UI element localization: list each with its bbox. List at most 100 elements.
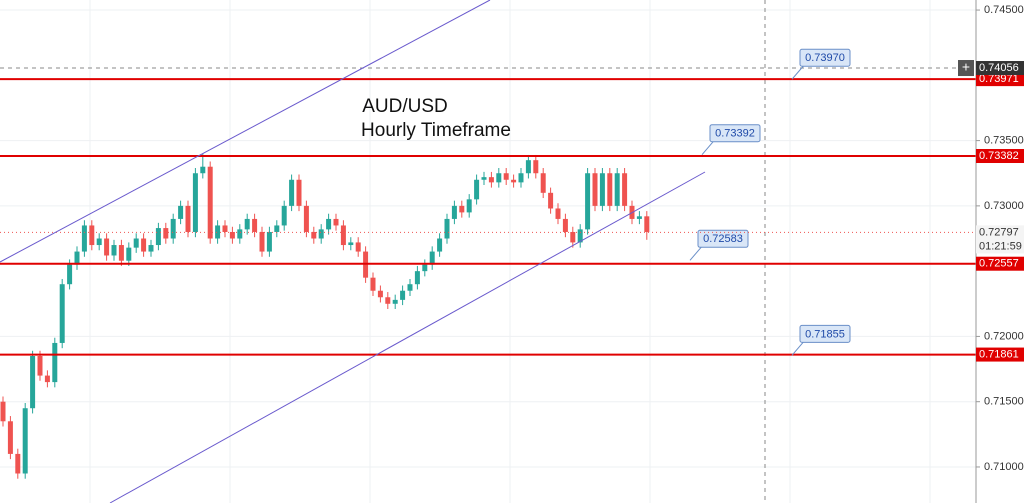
candle-body: [133, 238, 139, 248]
crosshair-plus: +: [962, 59, 970, 75]
y-tick-label: 0.71500: [984, 396, 1024, 408]
candle-body: [562, 218, 568, 232]
candle-body: [237, 229, 243, 239]
candle-body: [340, 225, 346, 246]
candle-body: [400, 290, 406, 300]
level-label-box: [976, 149, 1024, 164]
crosshair-button: [958, 60, 974, 77]
level-label: 0.73382: [979, 150, 1019, 162]
callout-label: 0.72583: [703, 233, 743, 245]
candle-body: [96, 238, 102, 246]
candle-body: [74, 251, 80, 265]
candle-body: [377, 290, 383, 298]
candle-body: [15, 453, 21, 474]
candle-body: [333, 218, 339, 226]
candle-body: [481, 177, 487, 180]
candle-body: [385, 297, 391, 304]
candle-body: [599, 173, 605, 206]
candle-body: [326, 218, 332, 230]
candle-body: [540, 173, 546, 193]
candle-body: [370, 277, 376, 291]
callout-box: [799, 324, 851, 343]
callout-pointer: [689, 245, 703, 261]
y-tick-label: 0.71000: [984, 461, 1024, 473]
candle-body: [81, 225, 87, 252]
candle-body: [222, 225, 228, 232]
callout-label: 0.71855: [805, 328, 845, 340]
level-label-box: [976, 256, 1024, 271]
candle-body: [207, 166, 213, 239]
candle-body: [59, 284, 65, 343]
candle-body: [496, 173, 502, 183]
axis-labels: 0.74500 0.73500 0.73000 0.72000 0.71500 0.710…: [958, 4, 1024, 473]
candle-body: [192, 173, 198, 232]
level-label: 0.72557: [979, 258, 1019, 270]
callout-label: 0.73392: [715, 128, 755, 140]
candle-body: [355, 242, 361, 252]
last-price-box: [976, 225, 1024, 254]
callout-box: [697, 229, 749, 248]
candle-body: [52, 342, 58, 383]
candle-body: [37, 356, 43, 376]
crosshair-label: 0.74056: [979, 62, 1019, 74]
candle-body: [200, 166, 206, 174]
candle-body: [229, 231, 235, 239]
candle-body: [215, 225, 221, 239]
candle-body: [451, 205, 457, 219]
candle-body: [244, 218, 250, 230]
candle-body: [533, 160, 539, 174]
candle-body: [111, 245, 117, 256]
candle-body: [622, 173, 628, 206]
channel-upper: [0, 0, 491, 263]
candle-body: [185, 205, 191, 232]
candle-body: [118, 245, 124, 261]
callout-pointer: [701, 140, 715, 156]
candle-body: [488, 177, 494, 183]
crosshair-label-box: [976, 61, 1024, 76]
candle-body: [644, 216, 650, 232]
last-price-label: 0.72797: [979, 226, 1019, 238]
candle-body: [585, 173, 591, 230]
candle-body: [518, 173, 524, 183]
candle-body: [311, 231, 317, 239]
candle-body: [104, 238, 110, 256]
level-label-box: [976, 347, 1024, 362]
candle-body: [170, 218, 176, 239]
candle-body: [466, 199, 472, 213]
level-label-box: [976, 72, 1024, 87]
grid: [0, 0, 976, 503]
candle-body: [89, 225, 95, 246]
candle-body: [274, 225, 280, 232]
candle-body: [252, 218, 258, 232]
candle-body: [444, 218, 450, 239]
candle-body: [67, 264, 73, 285]
y-tick-label: 0.72000: [984, 330, 1024, 342]
candle-body: [592, 173, 598, 206]
countdown-label: 01:21:59: [979, 240, 1022, 252]
candle-body: [266, 231, 272, 252]
chart-title: AUD/USD: [362, 96, 448, 117]
callout-pointer: [791, 64, 805, 80]
candle-body: [259, 231, 265, 252]
candle-body: [281, 205, 287, 226]
candle-body: [126, 247, 132, 261]
candle-body: [636, 216, 642, 219]
candle-body: [178, 205, 184, 219]
candle-body: [22, 408, 28, 474]
callout-box: [709, 124, 761, 143]
candle-body: [296, 179, 302, 206]
candle-body: [148, 245, 154, 252]
marks: 0.73970 0.73392 0.72583 0.71855: [0, 48, 976, 479]
candle-body: [163, 228, 169, 239]
candle-body: [303, 205, 309, 232]
y-tick-label: 0.73000: [984, 200, 1024, 212]
candle-body: [429, 251, 435, 265]
candle-body: [511, 179, 517, 183]
candle-body: [407, 284, 413, 291]
level-label: 0.71861: [979, 348, 1019, 360]
candle-body: [474, 179, 480, 200]
level-label: 0.73971: [979, 73, 1019, 85]
candle-body: [422, 264, 428, 272]
candle-body: [555, 208, 561, 219]
